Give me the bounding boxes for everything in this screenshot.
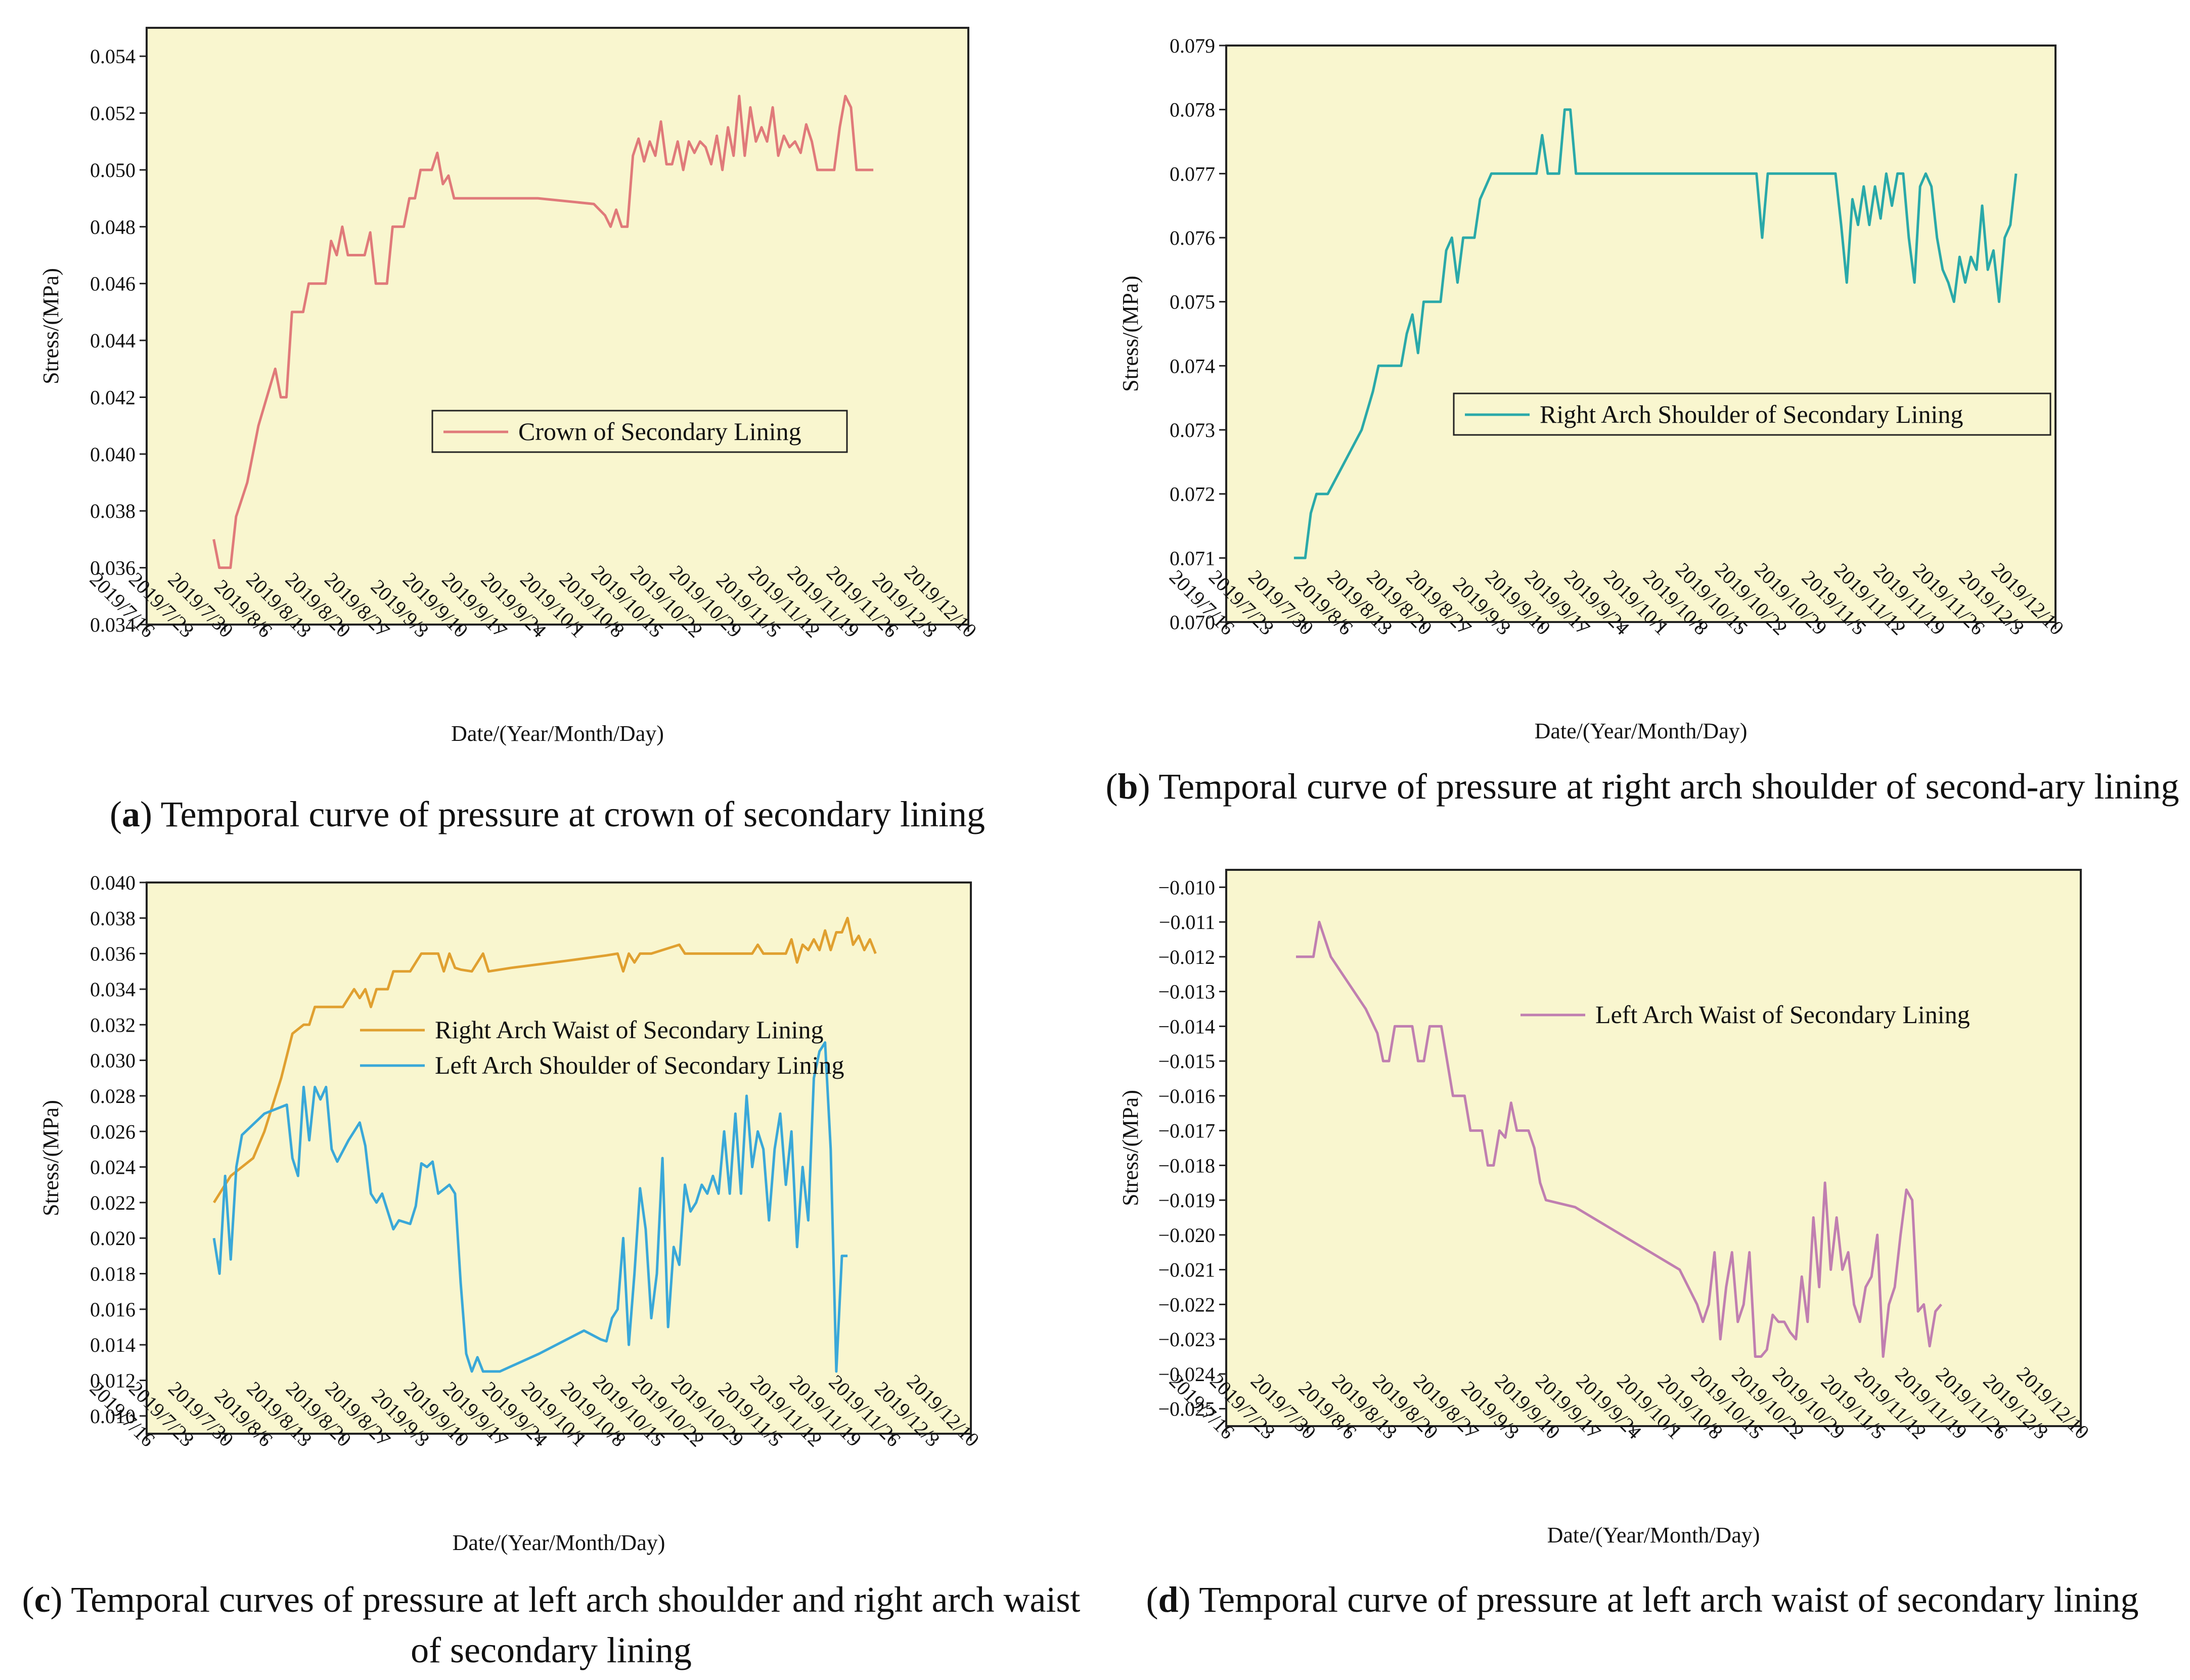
x-axis-title-c: Date/(Year/Month/Day) (453, 1530, 665, 1555)
y-tick-label-a-10: 0.054 (90, 45, 136, 68)
y-tick-label-d-4: −0.014 (1158, 1015, 1215, 1038)
caption-d-text: Temporal curve of pressure at left arch … (1190, 1579, 2139, 1620)
legend-label-a-0: Crown of Secondary Lining (518, 417, 801, 446)
series-line-c-1 (212, 1041, 848, 1373)
y-tick-label-c-10: 0.030 (90, 1049, 136, 1072)
y-tick-label-d-2: −0.012 (1158, 946, 1215, 968)
legend-label-c-1: Left Arch Shoulder of Secondary Lining (435, 1051, 844, 1079)
caption-d-letter: d (1158, 1579, 1179, 1620)
y-tick-label-d-9: −0.019 (1158, 1189, 1215, 1212)
legend-box-a (431, 410, 848, 453)
legend-box-b (1453, 392, 2051, 436)
y-tick-label-c-11: 0.032 (90, 1013, 136, 1036)
series-line-c-0 (212, 916, 877, 1204)
panel-c: 0.010 0.012 0.014 0.016 0.018 0.020 0.022 0.024… (38, 871, 984, 1555)
plot-area-c (146, 881, 972, 1435)
y-tick-label-d-15: −0.025 (1158, 1398, 1215, 1421)
y-tick-label-d-7: −0.017 (1158, 1120, 1215, 1142)
legend-label-d-0: Left Arch Waist of Secondary Lining (1595, 1000, 1970, 1029)
y-tick-label-c-6: 0.022 (90, 1191, 136, 1214)
y-tick-label-b-1: 0.071 (1170, 547, 1215, 569)
y-tick-label-d-1: −0.011 (1159, 911, 1215, 934)
y-tick-label-c-3: 0.016 (90, 1298, 136, 1321)
y-tick-label-b-4: 0.074 (1170, 355, 1215, 377)
y-tick-label-a-7: 0.048 (90, 215, 136, 238)
y-tick-label-a-0: 0.034 (90, 613, 136, 636)
caption-b-letter: b (1118, 766, 1138, 807)
y-axis-title-b: Stress/(MPa) (1118, 276, 1143, 392)
panel-d: −0.010 −0.011 −0.012 −0.013 −0.014 −0.015 −0.0… (1118, 869, 2093, 1548)
legend-label-b-0: Right Arch Shoulder of Secondary Lining (1540, 400, 1963, 428)
y-tick-label-c-14: 0.038 (90, 907, 136, 930)
y-tick-label-c-2: 0.014 (90, 1334, 136, 1356)
legend-label-c-0: Right Arch Waist of Secondary Lining (435, 1015, 824, 1044)
y-tick-label-c-9: 0.028 (90, 1085, 136, 1108)
y-tick-label-b-2: 0.072 (1170, 483, 1215, 506)
y-tick-label-d-6: −0.016 (1158, 1085, 1215, 1108)
panel-a: 0.034 0.036 0.038 0.040 0.042 0.044 0.046 0.048… (38, 27, 981, 746)
caption-c-letter: c (34, 1579, 51, 1620)
y-tick-label-c-7: 0.024 (90, 1156, 136, 1179)
y-tick-label-c-1: 0.012 (90, 1369, 136, 1392)
x-axis-title-d: Date/(Year/Month/Day) (1547, 1523, 1760, 1548)
caption-a-text: Temporal curve of pressure at crown of s… (152, 794, 986, 834)
y-tick-label-b-3: 0.073 (1170, 419, 1215, 441)
caption-a: (a) Temporal curve of pressure at crown … (109, 794, 986, 834)
y-tick-label-b-8: 0.078 (1170, 99, 1215, 121)
caption-b-text: Temporal curve of pressure at right arch… (1150, 766, 2179, 807)
y-tick-label-d-11: −0.021 (1158, 1259, 1215, 1281)
y-tick-label-d-0: −0.010 (1158, 876, 1215, 899)
y-tick-label-a-8: 0.050 (90, 159, 136, 182)
y-tick-label-b-0: 0.070 (1170, 611, 1215, 634)
y-tick-label-c-8: 0.026 (90, 1120, 136, 1143)
y-tick-label-b-6: 0.076 (1170, 227, 1215, 249)
y-tick-label-b-5: 0.075 (1170, 291, 1215, 314)
y-tick-label-c-4: 0.018 (90, 1263, 136, 1286)
y-tick-label-c-13: 0.036 (90, 943, 136, 965)
y-axis-title-d: Stress/(MPa) (1118, 1090, 1143, 1206)
y-axis-title-a: Stress/(MPa) (38, 268, 63, 384)
series-line-a-0 (212, 95, 874, 569)
caption-b: (b) Temporal curve of pressure at right … (1105, 766, 2179, 807)
series-line-b-0 (1293, 108, 2018, 559)
y-tick-label-a-6: 0.046 (90, 273, 136, 295)
y-tick-label-c-15: 0.040 (90, 871, 136, 894)
panel-b: 0.070 0.071 0.072 0.073 0.074 0.075 0.076 0.077… (1118, 34, 2068, 743)
y-tick-label-a-1: 0.036 (90, 557, 136, 580)
plot-area-a (146, 27, 969, 626)
y-tick-label-c-0: 0.010 (90, 1405, 136, 1428)
x-axis-title-b: Date/(Year/Month/Day) (1535, 719, 1748, 743)
y-tick-label-d-13: −0.023 (1158, 1328, 1215, 1351)
caption-a-letter: a (121, 794, 140, 834)
y-tick-label-a-3: 0.040 (90, 443, 136, 466)
y-tick-label-b-9: 0.079 (1170, 34, 1215, 57)
x-axis-title-a: Date/(Year/Month/Day) (451, 721, 664, 746)
series-line-d-0 (1296, 920, 1943, 1358)
caption-d: (d) Temporal curve of pressure at left a… (1146, 1579, 2139, 1620)
y-tick-label-d-14: −0.024 (1158, 1363, 1215, 1386)
y-tick-label-d-3: −0.013 (1158, 981, 1215, 1003)
y-axis-title-c: Stress/(MPa) (38, 1100, 63, 1216)
y-tick-label-c-12: 0.034 (90, 978, 136, 1001)
y-tick-label-c-5: 0.020 (90, 1227, 136, 1250)
caption-c-text: Temporal curves of pressure at left arch… (62, 1579, 1081, 1670)
y-tick-label-d-5: −0.015 (1158, 1050, 1215, 1073)
y-tick-label-a-2: 0.038 (90, 500, 136, 522)
y-tick-label-a-9: 0.052 (90, 102, 136, 125)
y-tick-label-a-4: 0.042 (90, 386, 136, 409)
plot-area-b (1225, 45, 2057, 623)
caption-c: (c) Temporal curves of pressure at left … (22, 1579, 1081, 1670)
plot-area-d (1225, 869, 2082, 1427)
y-tick-label-d-8: −0.018 (1158, 1154, 1215, 1177)
y-tick-label-b-7: 0.077 (1170, 162, 1215, 185)
y-tick-label-d-10: −0.020 (1158, 1224, 1215, 1247)
y-tick-label-d-12: −0.022 (1158, 1293, 1215, 1316)
y-tick-label-a-5: 0.044 (90, 329, 136, 352)
